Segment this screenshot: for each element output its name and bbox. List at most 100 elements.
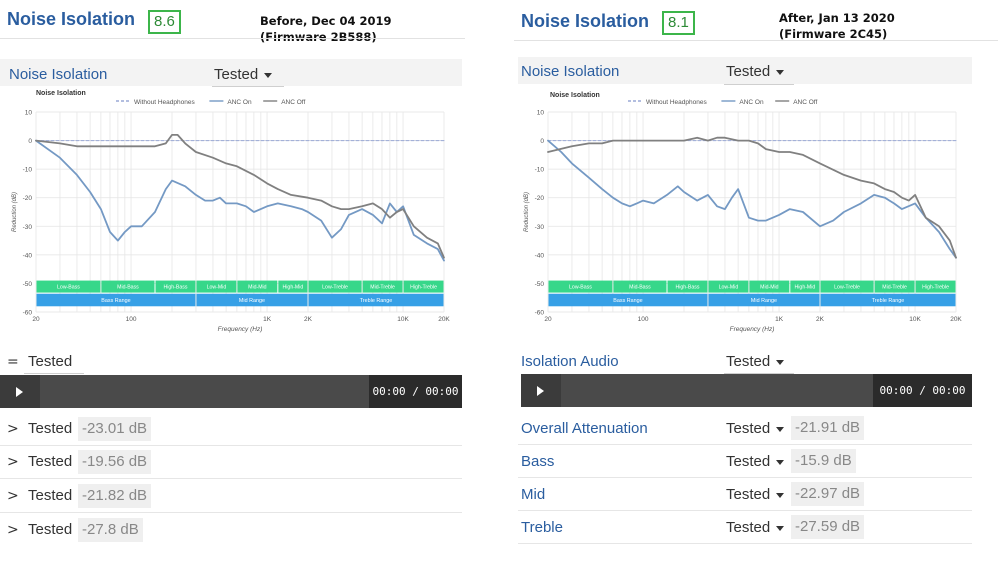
y-tick-label: -60: [23, 310, 33, 317]
result-tested-dropdown[interactable]: Tested: [722, 453, 788, 470]
chevron-right-icon[interactable]: >: [7, 454, 19, 470]
row-divider: [518, 510, 972, 511]
band-bass-range: [548, 293, 708, 307]
row-divider: [0, 512, 462, 513]
chevron-right-icon[interactable]: >: [7, 488, 19, 504]
y-tick-label: -60: [535, 310, 545, 317]
chevron-down-icon: [776, 492, 785, 498]
y-tick-label: 0: [540, 138, 544, 145]
result-value: -15.9 dB: [791, 449, 856, 473]
band-low-mid: [196, 280, 237, 293]
band-label-low-bass: Low-Bass: [569, 285, 592, 291]
result-value: -19.56 dB: [78, 450, 152, 474]
audio-tested-dropdown[interactable]: Tested: [722, 353, 788, 370]
band-mid-bass: [101, 280, 155, 293]
audio-player: 00:00 / 00:00: [521, 374, 972, 407]
y-axis-label: Reduction (dB): [524, 192, 530, 232]
result-tested-dropdown[interactable]: Tested: [722, 486, 788, 503]
result-tested[interactable]: Tested: [28, 420, 73, 437]
chevron-down-icon: [776, 459, 785, 465]
firmware-date: Before, Dec 04 2019: [260, 14, 392, 28]
result-tested[interactable]: Tested: [28, 453, 73, 470]
y-tick-label: -30: [535, 224, 545, 231]
band-label-mid-bass: Mid-Bass: [629, 285, 651, 291]
section-label: Noise Isolation: [9, 66, 108, 83]
band-label-mid-mid: Mid-Mid: [248, 285, 267, 291]
tested-label: Tested: [726, 63, 771, 80]
x-tick-label: 2K: [816, 316, 825, 323]
audio-tested[interactable]: Tested: [28, 353, 73, 370]
row-divider: [518, 543, 972, 544]
play-button[interactable]: [521, 374, 561, 407]
band-high-bass: [155, 280, 196, 293]
result-value: -22.97 dB: [791, 482, 865, 506]
band-label-bass-range: Bass Range: [101, 298, 130, 304]
chevron-right-icon[interactable]: >: [7, 522, 19, 538]
tested-dropdown[interactable]: Tested: [722, 63, 788, 80]
dropdown-underline: [724, 84, 794, 85]
band-low-treble: [820, 280, 874, 293]
band-label-low-treble: Low-Treble: [834, 285, 860, 291]
chevron-down-icon: [776, 426, 785, 432]
y-tick-label: -10: [23, 167, 33, 174]
chart-container-before: Noise Isolation Without Headphones ANC On…: [4, 86, 460, 342]
result-tested-dropdown[interactable]: Tested: [722, 519, 788, 536]
audio-tested-underline: [24, 373, 84, 374]
band-label-high-mid: High-Mid: [283, 285, 304, 291]
panel-after: Noise Isolation 8.1 After, Jan 13 2020 (…: [500, 0, 1000, 563]
tested-label: Tested: [726, 519, 771, 536]
x-tick-label: 10K: [397, 316, 409, 323]
legend-label-anc-on: ANC On: [227, 99, 252, 106]
x-tick-label: 20: [544, 316, 552, 323]
band-mid-treble: [362, 280, 403, 293]
time-display: 00:00 / 00:00: [873, 374, 972, 407]
band-label-low-treble: Low-Treble: [322, 285, 348, 291]
tested-dropdown[interactable]: Tested: [210, 66, 276, 83]
firmware-note: Before, Dec 04 2019 (Firmware 2B588): [260, 13, 392, 45]
y-tick-label: 10: [25, 110, 33, 117]
band-mid-range: [708, 293, 820, 307]
x-axis-label: Frequency (Hz): [218, 326, 263, 333]
band-label-mid-range: Mid Range: [751, 298, 777, 304]
series-line-anc-off: [547, 136, 957, 259]
band-label-low-mid: Low-Mid: [207, 285, 227, 291]
band-label-mid-treble: Mid-Treble: [882, 285, 907, 291]
firmware-date: After, Jan 13 2020: [779, 11, 895, 25]
overall-attenuation-label: Overall Attenuation: [521, 420, 648, 437]
x-tick-label: 10K: [909, 316, 921, 323]
chevron-down-icon: [776, 359, 785, 365]
band-high-bass: [667, 280, 708, 293]
band-label-high-bass: High-Bass: [164, 285, 188, 291]
result-tested[interactable]: Tested: [28, 487, 73, 504]
section-row: [518, 57, 972, 84]
band-high-mid: [278, 280, 308, 293]
result-tested-dropdown[interactable]: Tested: [722, 420, 788, 437]
chart-after: Without Headphones ANC On ANC Off100-10-20…: [524, 99, 962, 333]
y-tick-label: -20: [23, 195, 33, 202]
y-tick-label: -50: [535, 281, 545, 288]
chart-container-after: Noise Isolation Without Headphones ANC On…: [516, 86, 972, 342]
x-tick-label: 1K: [263, 316, 272, 323]
row-divider: [0, 445, 462, 446]
header-title: Noise Isolation: [521, 11, 650, 31]
band-mid-bass: [613, 280, 667, 293]
result-value: -27.59 dB: [791, 515, 865, 539]
score-badge: 8.1: [662, 11, 695, 35]
mid-label: Mid: [521, 486, 546, 503]
band-label-low-mid: Low-Mid: [719, 285, 739, 291]
chevron-right-icon[interactable]: >: [7, 421, 19, 437]
band-label-high-mid: High-Mid: [795, 285, 816, 291]
panel-before: Noise Isolation 8.6 Before, Dec 04 2019 …: [0, 9, 465, 542]
band-mid-range: [196, 293, 308, 307]
tested-label: Tested: [726, 453, 771, 470]
tested-label: Tested: [726, 353, 771, 370]
y-tick-label: 0: [28, 138, 32, 145]
result-value: -21.82 dB: [78, 484, 152, 508]
play-icon: [16, 387, 23, 397]
band-label-mid-mid: Mid-Mid: [760, 285, 779, 291]
header-divider: [514, 40, 998, 41]
result-tested[interactable]: Tested: [28, 521, 73, 538]
play-button[interactable]: [0, 375, 40, 408]
y-tick-label: -40: [535, 252, 545, 259]
audio-tested-underline: [724, 373, 794, 374]
